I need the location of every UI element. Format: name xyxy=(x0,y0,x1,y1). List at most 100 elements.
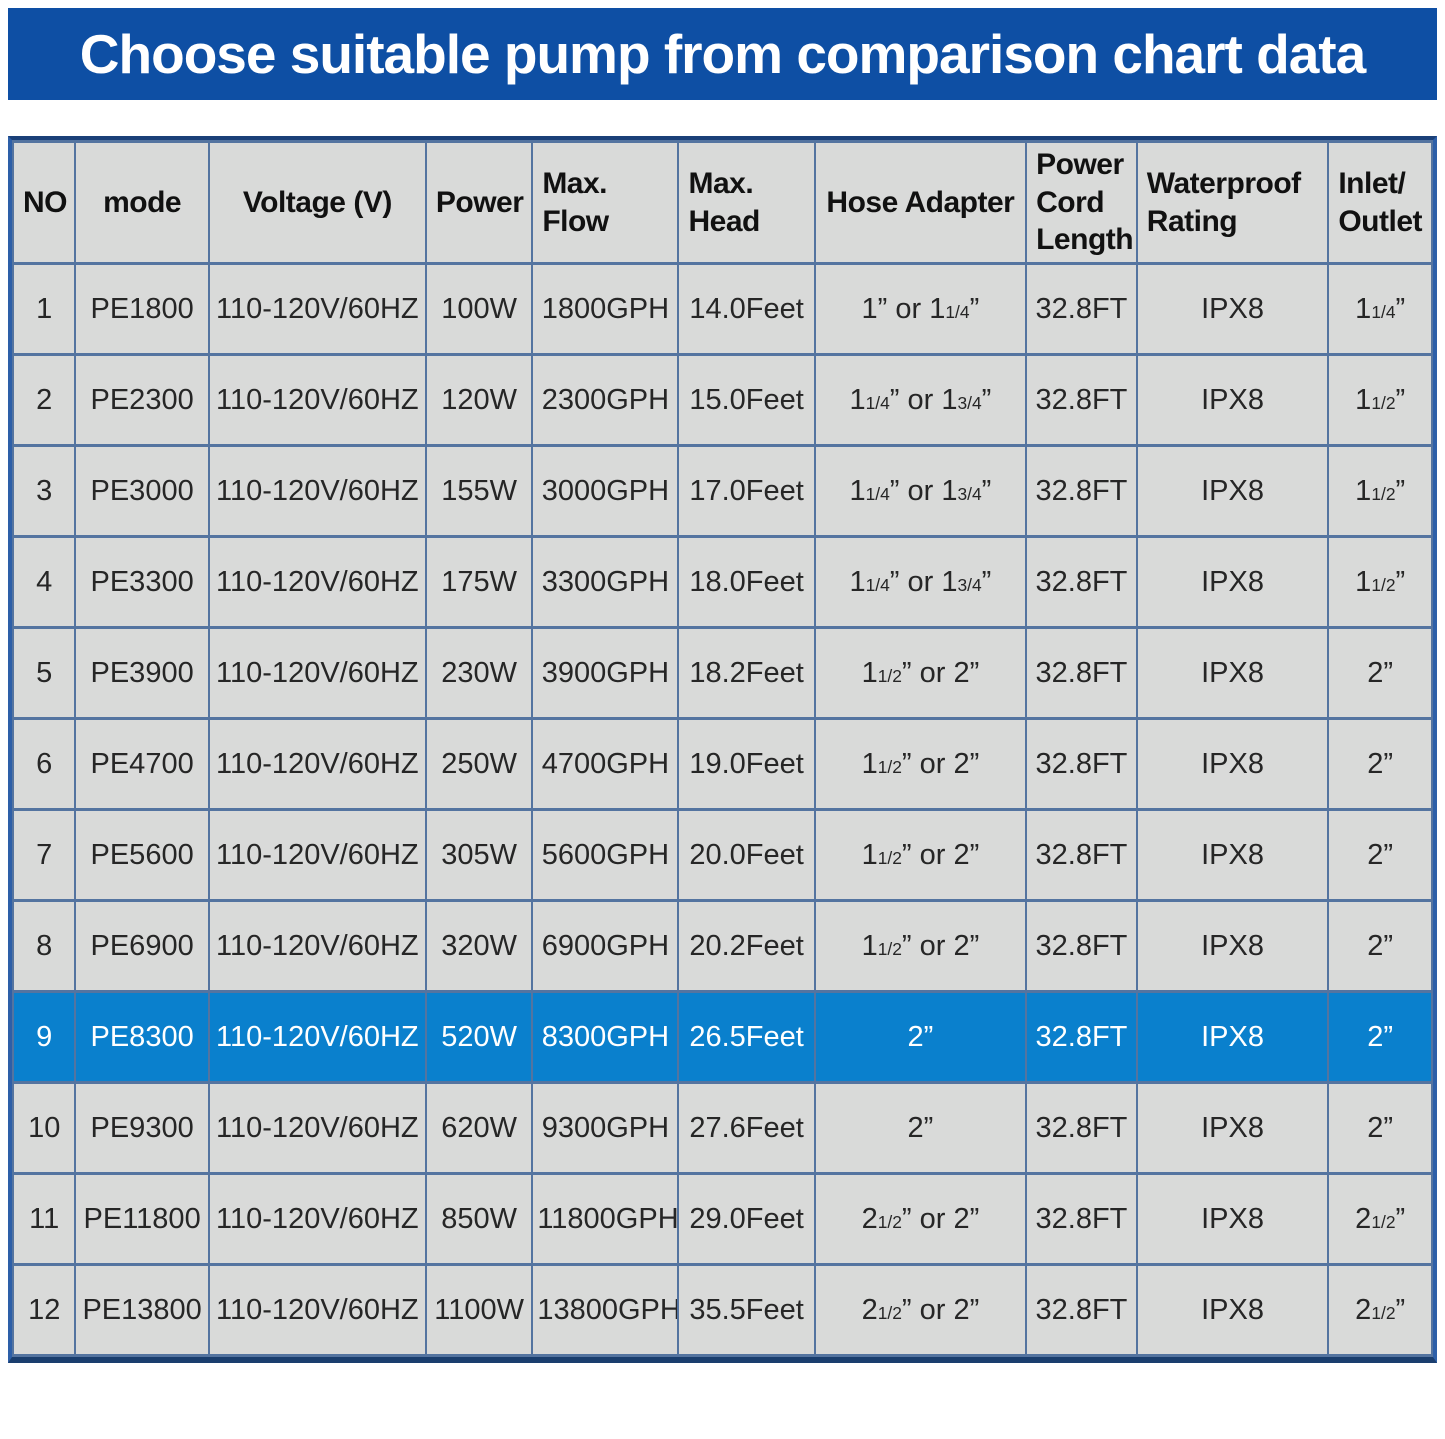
cell-max_flow: 11800GPH xyxy=(531,1172,680,1266)
cell-max_flow: 2300GPH xyxy=(531,353,680,447)
cell-waterproof: IPX8 xyxy=(1135,626,1330,720)
cell-no: 5 xyxy=(11,626,77,720)
fraction-text: 1/4 xyxy=(865,483,890,504)
cell-no: 8 xyxy=(11,899,77,993)
cell-hose_adapter: 21/2” or 2” xyxy=(813,1263,1028,1357)
cell-inlet_outlet: 2” xyxy=(1327,808,1433,902)
fraction-text: 1/2 xyxy=(1371,483,1396,504)
cell-hose_adapter: 2” xyxy=(813,990,1028,1084)
fraction-text: 1/2 xyxy=(1371,574,1396,595)
cell-max_head: 35.5Feet xyxy=(677,1263,816,1357)
table-row-PE6900: 8 PE6900 110-120V/60HZ 320W 6900GPH 20.2Feet 1… xyxy=(11,899,1433,993)
cell-inlet_outlet: 2” xyxy=(1327,717,1433,811)
cell-power: 230W xyxy=(424,626,534,720)
cell-max_head: 15.0Feet xyxy=(677,353,816,447)
cell-voltage: 110-120V/60HZ xyxy=(207,353,427,447)
fraction-text: 1/2 xyxy=(877,938,902,959)
fraction-text: 1/2 xyxy=(1371,1211,1396,1232)
cell-inlet_outlet: 2” xyxy=(1327,1081,1433,1175)
title-banner: Choose suitable pump from comparison cha… xyxy=(8,8,1437,100)
cell-cord_length: 32.8FT xyxy=(1025,990,1138,1084)
cell-waterproof: IPX8 xyxy=(1135,899,1330,993)
cell-hose_adapter: 21/2” or 2” xyxy=(813,1172,1028,1266)
table-row-PE1800: 1 PE1800 110-120V/60HZ 100W 1800GPH 14.0Feet 1… xyxy=(11,262,1433,356)
header-cell-voltage: Voltage (V) xyxy=(207,140,427,265)
cell-no: 7 xyxy=(11,808,77,902)
cell-power: 250W xyxy=(424,717,534,811)
cell-waterproof: IPX8 xyxy=(1135,444,1330,538)
cell-cord_length: 32.8FT xyxy=(1025,353,1138,447)
cell-waterproof: IPX8 xyxy=(1135,1172,1330,1266)
header-cell-power: Power xyxy=(424,140,534,265)
table-row-PE3900: 5 PE3900 110-120V/60HZ 230W 3900GPH 18.2Feet 1… xyxy=(11,626,1433,720)
header-cell-hose_adapter: Hose Adapter xyxy=(813,140,1028,265)
cell-waterproof: IPX8 xyxy=(1135,990,1330,1084)
cell-hose_adapter: 11/4” or 13/4” xyxy=(813,535,1028,629)
fraction-text: 1/2 xyxy=(877,665,902,686)
cell-power: 100W xyxy=(424,262,534,356)
cell-max_head: 18.0Feet xyxy=(677,535,816,629)
cell-power: 850W xyxy=(424,1172,534,1266)
cell-max_flow: 13800GPH xyxy=(531,1263,680,1357)
cell-hose_adapter: 11/2” or 2” xyxy=(813,808,1028,902)
table-row-PE2300: 2 PE2300 110-120V/60HZ 120W 2300GPH 15.0Feet 1… xyxy=(11,353,1433,447)
cell-max_head: 17.0Feet xyxy=(677,444,816,538)
cell-hose_adapter: 11/2” or 2” xyxy=(813,626,1028,720)
header-row: NO mode Voltage (V) Power Max. Flow Max. Head Ho… xyxy=(11,140,1433,265)
cell-waterproof: IPX8 xyxy=(1135,535,1330,629)
cell-voltage: 110-120V/60HZ xyxy=(207,899,427,993)
cell-waterproof: IPX8 xyxy=(1135,1081,1330,1175)
fraction-text: 1/4 xyxy=(1371,301,1396,322)
cell-no: 12 xyxy=(11,1263,77,1357)
cell-inlet_outlet: 21/2” xyxy=(1327,1263,1433,1357)
cell-max_flow: 5600GPH xyxy=(531,808,680,902)
cell-voltage: 110-120V/60HZ xyxy=(207,535,427,629)
page-title: Choose suitable pump from comparison cha… xyxy=(79,23,1366,85)
cell-max_head: 18.2Feet xyxy=(677,626,816,720)
cell-hose_adapter: 11/2” or 2” xyxy=(813,899,1028,993)
cell-voltage: 110-120V/60HZ xyxy=(207,717,427,811)
cell-max_head: 29.0Feet xyxy=(677,1172,816,1266)
cell-hose_adapter: 11/4” or 13/4” xyxy=(813,353,1028,447)
header-cell-cord_length: Power Cord Length xyxy=(1025,140,1138,265)
cell-mode: PE3300 xyxy=(74,535,210,629)
cell-mode: PE13800 xyxy=(74,1263,210,1357)
cell-waterproof: IPX8 xyxy=(1135,1263,1330,1357)
cell-power: 620W xyxy=(424,1081,534,1175)
cell-no: 3 xyxy=(11,444,77,538)
cell-voltage: 110-120V/60HZ xyxy=(207,1263,427,1357)
table-row-PE9300: 10 PE9300 110-120V/60HZ 620W 9300GPH 27.6Feet… xyxy=(11,1081,1433,1175)
table-body: 1 PE1800 110-120V/60HZ 100W 1800GPH 14.0Feet 1… xyxy=(11,262,1433,1357)
fraction-text: 1/4 xyxy=(865,392,890,413)
header-cell-waterproof: Waterproof Rating xyxy=(1135,140,1330,265)
cell-cord_length: 32.8FT xyxy=(1025,1081,1138,1175)
cell-mode: PE11800 xyxy=(74,1172,210,1266)
cell-cord_length: 32.8FT xyxy=(1025,535,1138,629)
cell-inlet_outlet: 2” xyxy=(1327,626,1433,720)
cell-hose_adapter: 1” or 11/4” xyxy=(813,262,1028,356)
cell-voltage: 110-120V/60HZ xyxy=(207,444,427,538)
header-cell-max_head: Max. Head xyxy=(677,140,816,265)
table-row-PE13800: 12 PE13800 110-120V/60HZ 1100W 13800GPH 35.5F… xyxy=(11,1263,1433,1357)
cell-waterproof: IPX8 xyxy=(1135,353,1330,447)
cell-inlet_outlet: 2” xyxy=(1327,899,1433,993)
cell-mode: PE8300 xyxy=(74,990,210,1084)
fraction-text: 1/2 xyxy=(877,756,902,777)
fraction-text: 1/2 xyxy=(877,1302,902,1323)
cell-max_flow: 1800GPH xyxy=(531,262,680,356)
cell-max_flow: 6900GPH xyxy=(531,899,680,993)
cell-mode: PE6900 xyxy=(74,899,210,993)
cell-hose_adapter: 2” xyxy=(813,1081,1028,1175)
fraction-text: 1/2 xyxy=(1371,1302,1396,1323)
cell-max_head: 26.5Feet xyxy=(677,990,816,1084)
cell-max_head: 27.6Feet xyxy=(677,1081,816,1175)
cell-max_head: 20.0Feet xyxy=(677,808,816,902)
cell-voltage: 110-120V/60HZ xyxy=(207,1081,427,1175)
cell-cord_length: 32.8FT xyxy=(1025,717,1138,811)
cell-mode: PE5600 xyxy=(74,808,210,902)
cell-mode: PE3000 xyxy=(74,444,210,538)
header-cell-inlet_outlet: Inlet/Outlet xyxy=(1327,140,1433,265)
cell-cord_length: 32.8FT xyxy=(1025,626,1138,720)
cell-waterproof: IPX8 xyxy=(1135,262,1330,356)
